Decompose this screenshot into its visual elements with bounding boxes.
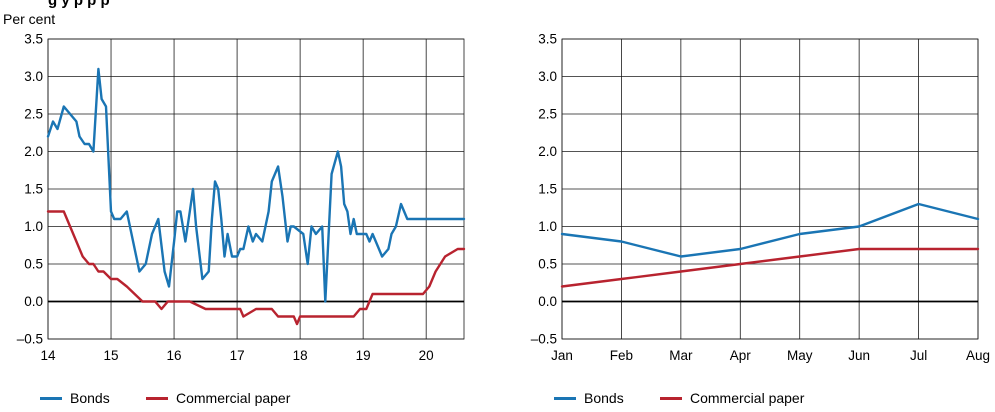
plot-frame [47,38,465,340]
x-tick-label: 20 [419,348,434,363]
y-tick-label: 2.0 [24,144,43,159]
legend-label-bonds: Bonds [584,390,624,406]
x-tick-label: Aug [966,348,990,363]
x-tick-label: 17 [230,348,245,363]
series-line-commercial-paper [560,247,980,288]
x-tick-label: 14 [40,348,56,363]
series-line-bonds [46,67,466,303]
legend-label-commercial-paper: Commercial paper [690,390,805,406]
y-tick-label: 3.0 [538,69,557,84]
y-tick-label: –0.5 [17,332,43,347]
y-tick-label: 1.0 [538,219,557,234]
x-tick-label: Jul [910,348,927,363]
x-tick-label: 16 [167,348,182,363]
y-tick-label: 3.0 [24,69,43,84]
plot-frame [561,38,979,340]
x-tick-label: Feb [610,348,633,363]
x-tick-label: 18 [293,348,308,363]
x-tick-label: Jan [551,348,573,363]
y-tick-label: 0.5 [24,257,43,272]
x-tick-label: Apr [730,348,752,363]
x-tick-label: 15 [104,348,119,363]
legend-label-commercial-paper: Commercial paper [176,390,291,406]
x-tick-label: Mar [669,348,693,363]
y-tick-label: 2.0 [538,144,557,159]
y-tick-label: –0.5 [531,332,557,347]
y-tick-label: 2.5 [538,107,557,122]
y-axis-label: Per cent [3,11,55,27]
y-tick-label: 2.5 [24,107,43,122]
figure-title: g y p p p [48,0,110,9]
x-tick-label: Jun [848,348,870,363]
y-tick-label: 1.0 [24,219,43,234]
x-tick-label: 19 [356,348,371,363]
y-tick-label: 0.0 [24,294,43,309]
y-tick-label: 3.5 [24,32,43,47]
y-tick-label: 1.5 [24,182,43,197]
x-tick-label: May [787,348,813,363]
y-tick-label: 3.5 [538,32,557,47]
series-line-bonds [560,202,980,258]
y-tick-label: 1.5 [538,182,557,197]
legend-label-bonds: Bonds [70,390,110,406]
series-line-commercial-paper [46,210,466,326]
y-tick-label: 0.0 [538,294,557,309]
y-tick-label: 0.5 [538,257,557,272]
